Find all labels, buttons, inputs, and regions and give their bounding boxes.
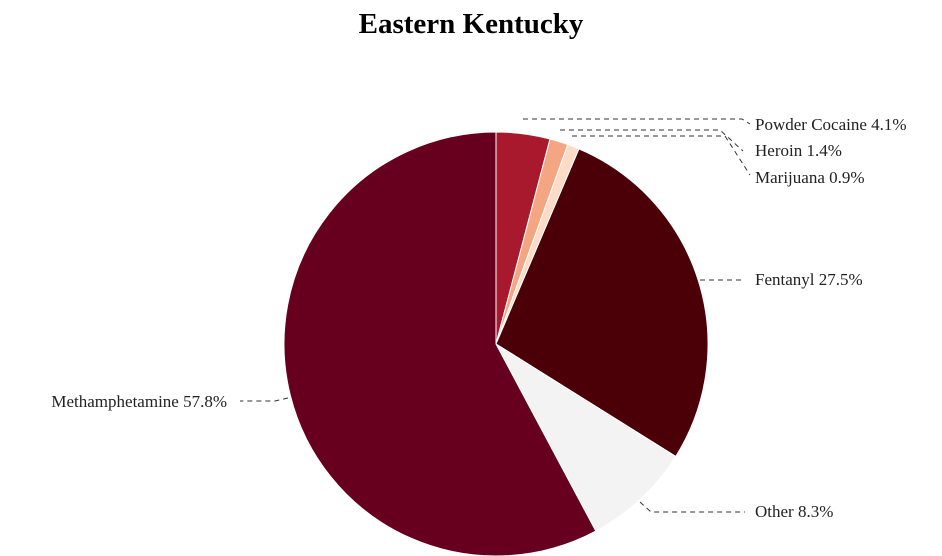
leader-line-other [639, 501, 745, 513]
leader-line-methamphetamine [240, 397, 289, 402]
pie-slices [283, 131, 709, 556]
leader-line-powder-cocaine [523, 118, 751, 125]
slice-label-methamphetamine: Methamphetamine 57.8% [51, 392, 227, 411]
pie-slice-other [494, 342, 677, 532]
leader-line-heroin [560, 129, 744, 152]
leader-lines [240, 118, 751, 513]
pie-slice-fentanyl [495, 148, 709, 458]
slice-label-fentanyl: Fentanyl 27.5% [755, 270, 863, 289]
slice-label-marijuana: Marijuana 0.9% [755, 168, 865, 187]
slice-label-heroin: Heroin 1.4% [755, 141, 842, 160]
slice-label-powder-cocaine: Powder Cocaine 4.1% [755, 115, 907, 134]
chart-title: Eastern Kentucky [358, 8, 584, 40]
leader-line-marijuana [572, 135, 751, 176]
slice-labels: Powder Cocaine 4.1% Heroin 1.4% Marijuana … [51, 115, 906, 521]
slice-label-other: Other 8.3% [755, 502, 833, 521]
